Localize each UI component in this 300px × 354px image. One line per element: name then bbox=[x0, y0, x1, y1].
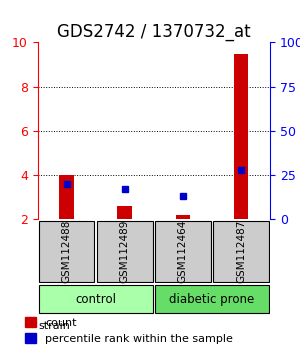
Text: diabetic prone: diabetic prone bbox=[169, 293, 254, 306]
Bar bbox=[155, 221, 211, 282]
Text: control: control bbox=[75, 293, 116, 306]
Bar bbox=[155, 285, 269, 314]
Legend: count, percentile rank within the sample: count, percentile rank within the sample bbox=[21, 313, 237, 348]
Bar bbox=[176, 215, 190, 219]
Bar bbox=[39, 285, 153, 314]
Bar bbox=[97, 221, 153, 282]
Text: GSM112464: GSM112464 bbox=[178, 219, 188, 283]
Text: GSM112489: GSM112489 bbox=[120, 219, 130, 283]
Text: GSM112488: GSM112488 bbox=[61, 219, 72, 283]
Text: strain: strain bbox=[39, 321, 70, 331]
Text: GSM112487: GSM112487 bbox=[236, 219, 246, 283]
FancyArrow shape bbox=[79, 320, 88, 333]
Bar bbox=[39, 221, 94, 282]
Bar bbox=[117, 206, 132, 219]
Bar bbox=[213, 221, 269, 282]
Bar bbox=[59, 175, 74, 219]
Bar bbox=[234, 53, 248, 219]
Title: GDS2742 / 1370732_at: GDS2742 / 1370732_at bbox=[57, 23, 250, 41]
